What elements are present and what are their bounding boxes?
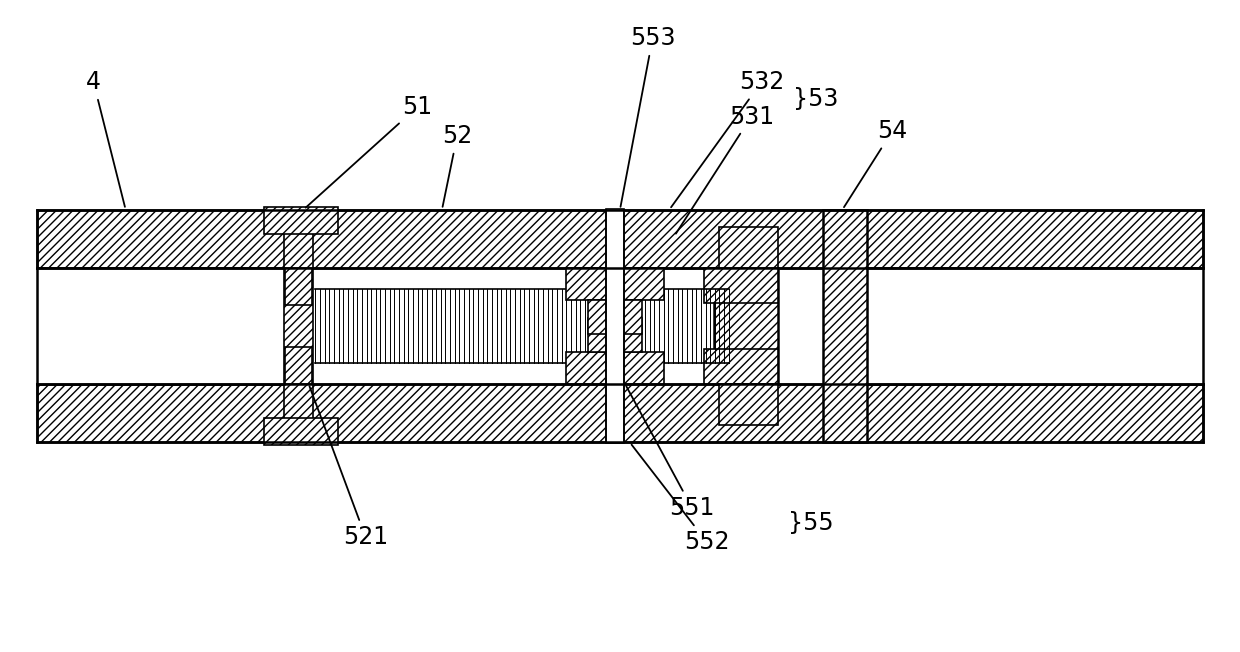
Text: }53: }53 xyxy=(794,87,838,111)
Text: 532: 532 xyxy=(671,70,784,207)
Text: }55: }55 xyxy=(789,511,833,535)
Bar xyxy=(704,268,779,303)
Bar xyxy=(714,268,779,384)
Bar xyxy=(37,209,1203,268)
Text: 553: 553 xyxy=(620,26,676,207)
Bar xyxy=(264,418,339,445)
Bar xyxy=(606,209,624,443)
Bar xyxy=(37,268,1203,384)
Bar xyxy=(565,353,665,384)
Text: 4: 4 xyxy=(86,70,125,207)
Bar xyxy=(867,268,1203,384)
Text: 551: 551 xyxy=(626,386,714,520)
Text: 552: 552 xyxy=(631,445,730,554)
Text: 521: 521 xyxy=(310,387,388,550)
Bar xyxy=(719,384,779,425)
Bar xyxy=(264,207,339,234)
Bar xyxy=(284,209,314,443)
Bar xyxy=(588,318,642,353)
Text: 54: 54 xyxy=(844,119,908,207)
Bar xyxy=(285,268,312,305)
Bar xyxy=(719,227,779,268)
Bar xyxy=(37,384,1203,443)
Bar xyxy=(285,347,312,384)
Bar xyxy=(822,209,867,443)
Bar xyxy=(37,268,284,384)
Bar xyxy=(565,268,665,299)
Text: 531: 531 xyxy=(676,104,774,233)
Bar xyxy=(704,349,779,384)
Text: 51: 51 xyxy=(305,95,433,208)
Bar xyxy=(588,299,642,334)
Text: 52: 52 xyxy=(441,124,472,207)
